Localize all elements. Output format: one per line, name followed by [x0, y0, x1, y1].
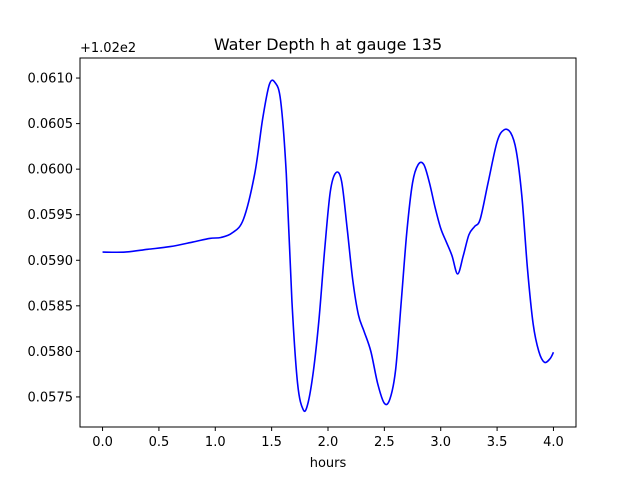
y-tick-label: 0.0575 — [28, 390, 74, 405]
x-tick-label: 3.0 — [430, 435, 451, 450]
y-axis-offset-label: +1.02e2 — [80, 41, 136, 56]
plot-area: 0.0 0.5 1.0 1.5 2.0 2.5 3.0 3.5 4.0 0.0575 0.0580 0… — [28, 57, 577, 450]
y-tick-label: 0.0600 — [28, 163, 74, 178]
series-line-0 — [102, 79, 555, 413]
x-tick-label: 3.5 — [487, 435, 508, 450]
x-tick-label: 1.0 — [205, 435, 226, 450]
chart-title: Water Depth h at gauge 135 — [214, 35, 442, 54]
x-tick-label: 0.5 — [149, 435, 170, 450]
y-tick-label: 0.0585 — [28, 299, 74, 314]
x-tick-label: 2.5 — [374, 435, 395, 450]
y-tick-label: 0.0580 — [28, 345, 74, 360]
y-tick-label: 0.0595 — [28, 208, 74, 223]
x-tick-label: 2.0 — [318, 435, 339, 450]
x-axis-label: hours — [310, 456, 347, 471]
x-tick-label: 0.0 — [92, 435, 113, 450]
y-tick-label: 0.0590 — [28, 254, 74, 269]
y-tick-label: 0.0610 — [28, 72, 74, 87]
x-tick-label: 1.5 — [261, 435, 282, 450]
y-tick-label: 0.0605 — [28, 117, 74, 132]
x-tick-label: 4.0 — [543, 435, 564, 450]
